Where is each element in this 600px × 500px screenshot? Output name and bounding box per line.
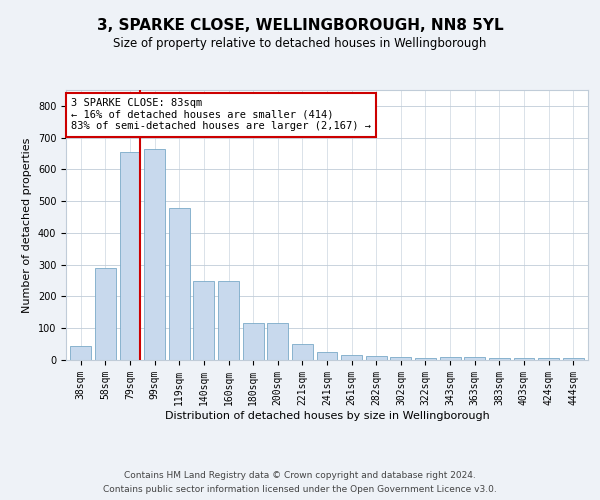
X-axis label: Distribution of detached houses by size in Wellingborough: Distribution of detached houses by size … [164,410,490,420]
Text: Contains public sector information licensed under the Open Government Licence v3: Contains public sector information licen… [103,484,497,494]
Bar [366,356,387,360]
Text: 3 SPARKE CLOSE: 83sqm
← 16% of detached houses are smaller (414)
83% of semi-det: 3 SPARKE CLOSE: 83sqm ← 16% of detached … [71,98,371,132]
Bar [267,324,288,360]
Bar [242,324,263,360]
Bar [292,344,313,360]
Text: Contains HM Land Registry data © Crown copyright and database right 2024.: Contains HM Land Registry data © Crown c… [124,472,476,480]
Bar [317,352,337,360]
Bar [218,281,239,360]
Bar [538,358,559,360]
Bar [514,358,535,360]
Bar [95,268,116,360]
Bar [440,358,461,360]
Bar [563,358,584,360]
Bar [70,346,91,360]
Bar [169,208,190,360]
Bar [391,357,412,360]
Text: 3, SPARKE CLOSE, WELLINGBOROUGH, NN8 5YL: 3, SPARKE CLOSE, WELLINGBOROUGH, NN8 5YL [97,18,503,32]
Bar [489,358,510,360]
Bar [193,280,214,360]
Bar [464,358,485,360]
Bar [341,355,362,360]
Y-axis label: Number of detached properties: Number of detached properties [22,138,32,312]
Bar [144,149,165,360]
Bar [415,358,436,360]
Text: Size of property relative to detached houses in Wellingborough: Size of property relative to detached ho… [113,38,487,51]
Bar [119,152,140,360]
